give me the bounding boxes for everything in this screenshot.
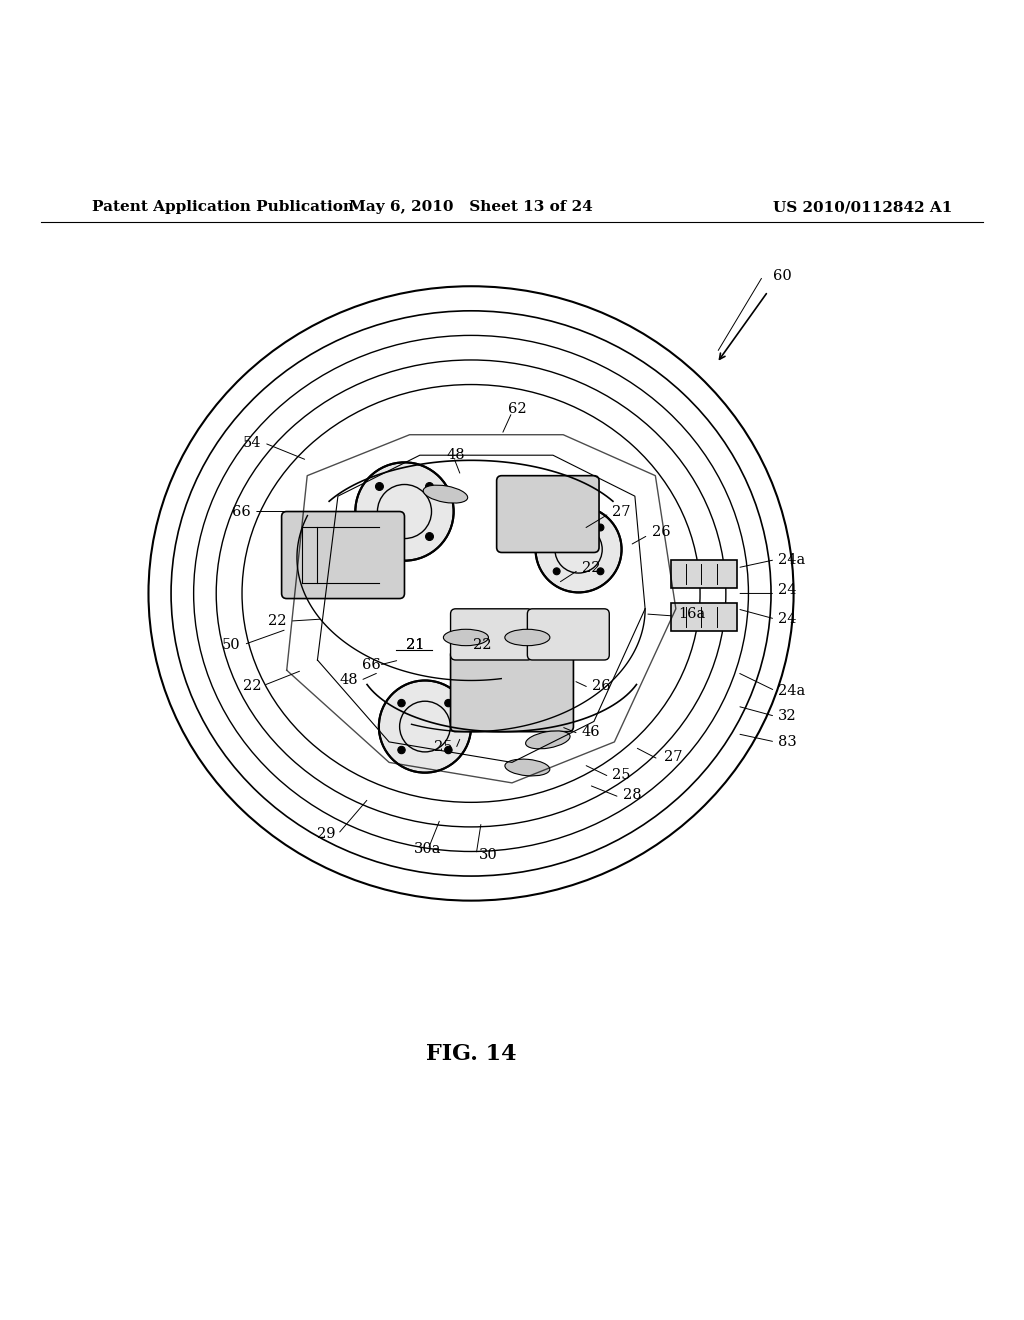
Circle shape xyxy=(597,524,604,531)
Circle shape xyxy=(397,746,406,754)
FancyBboxPatch shape xyxy=(282,512,404,598)
FancyBboxPatch shape xyxy=(451,609,532,660)
Text: 25: 25 xyxy=(434,741,453,754)
Text: 60: 60 xyxy=(773,269,792,282)
Circle shape xyxy=(397,700,406,706)
Circle shape xyxy=(379,681,471,772)
Text: 62: 62 xyxy=(508,403,526,416)
Text: 24a: 24a xyxy=(778,553,806,566)
Circle shape xyxy=(376,483,383,491)
Text: 26: 26 xyxy=(592,678,610,693)
Text: 83: 83 xyxy=(778,735,797,748)
Text: 66: 66 xyxy=(232,504,251,519)
Text: 22: 22 xyxy=(582,561,600,574)
Text: 48: 48 xyxy=(446,449,465,462)
Ellipse shape xyxy=(505,759,550,776)
Text: 22: 22 xyxy=(243,678,261,693)
Ellipse shape xyxy=(423,486,468,503)
Text: 46: 46 xyxy=(582,725,600,739)
Ellipse shape xyxy=(443,630,488,645)
Text: 25: 25 xyxy=(612,768,631,781)
Circle shape xyxy=(553,524,560,531)
Text: 29: 29 xyxy=(317,828,336,841)
Text: 21: 21 xyxy=(406,638,424,652)
Text: Patent Application Publication: Patent Application Publication xyxy=(92,201,354,214)
Text: 66: 66 xyxy=(362,659,381,672)
Text: 30a: 30a xyxy=(415,842,441,857)
Text: 22: 22 xyxy=(473,638,492,652)
Text: 16a: 16a xyxy=(678,607,706,620)
Circle shape xyxy=(355,462,454,561)
Circle shape xyxy=(426,532,433,540)
Text: FIG. 14: FIG. 14 xyxy=(426,1043,516,1065)
Text: 22: 22 xyxy=(268,614,287,628)
Circle shape xyxy=(426,483,433,491)
FancyBboxPatch shape xyxy=(527,609,609,660)
Circle shape xyxy=(536,507,622,593)
Text: 48: 48 xyxy=(340,673,358,688)
Text: 54: 54 xyxy=(243,436,261,450)
Text: 30: 30 xyxy=(479,847,498,862)
Text: 50: 50 xyxy=(222,638,241,652)
FancyBboxPatch shape xyxy=(671,603,737,631)
Text: 24a: 24a xyxy=(778,684,806,698)
Text: 27: 27 xyxy=(612,504,631,519)
Circle shape xyxy=(444,746,453,754)
Text: May 6, 2010   Sheet 13 of 24: May 6, 2010 Sheet 13 of 24 xyxy=(349,201,593,214)
Text: 24: 24 xyxy=(778,612,797,626)
Ellipse shape xyxy=(505,630,550,645)
Circle shape xyxy=(376,532,383,540)
FancyBboxPatch shape xyxy=(671,560,737,589)
Text: 28: 28 xyxy=(623,788,641,803)
FancyBboxPatch shape xyxy=(451,649,573,731)
Text: 21: 21 xyxy=(406,638,424,652)
Circle shape xyxy=(597,568,604,574)
Ellipse shape xyxy=(525,731,570,748)
Circle shape xyxy=(444,700,453,706)
Text: 26: 26 xyxy=(652,525,671,539)
Text: 24: 24 xyxy=(778,583,797,598)
Circle shape xyxy=(553,568,560,574)
FancyBboxPatch shape xyxy=(497,475,599,553)
Text: 27: 27 xyxy=(664,750,682,764)
Text: US 2010/0112842 A1: US 2010/0112842 A1 xyxy=(773,201,952,214)
Text: 32: 32 xyxy=(778,709,797,723)
